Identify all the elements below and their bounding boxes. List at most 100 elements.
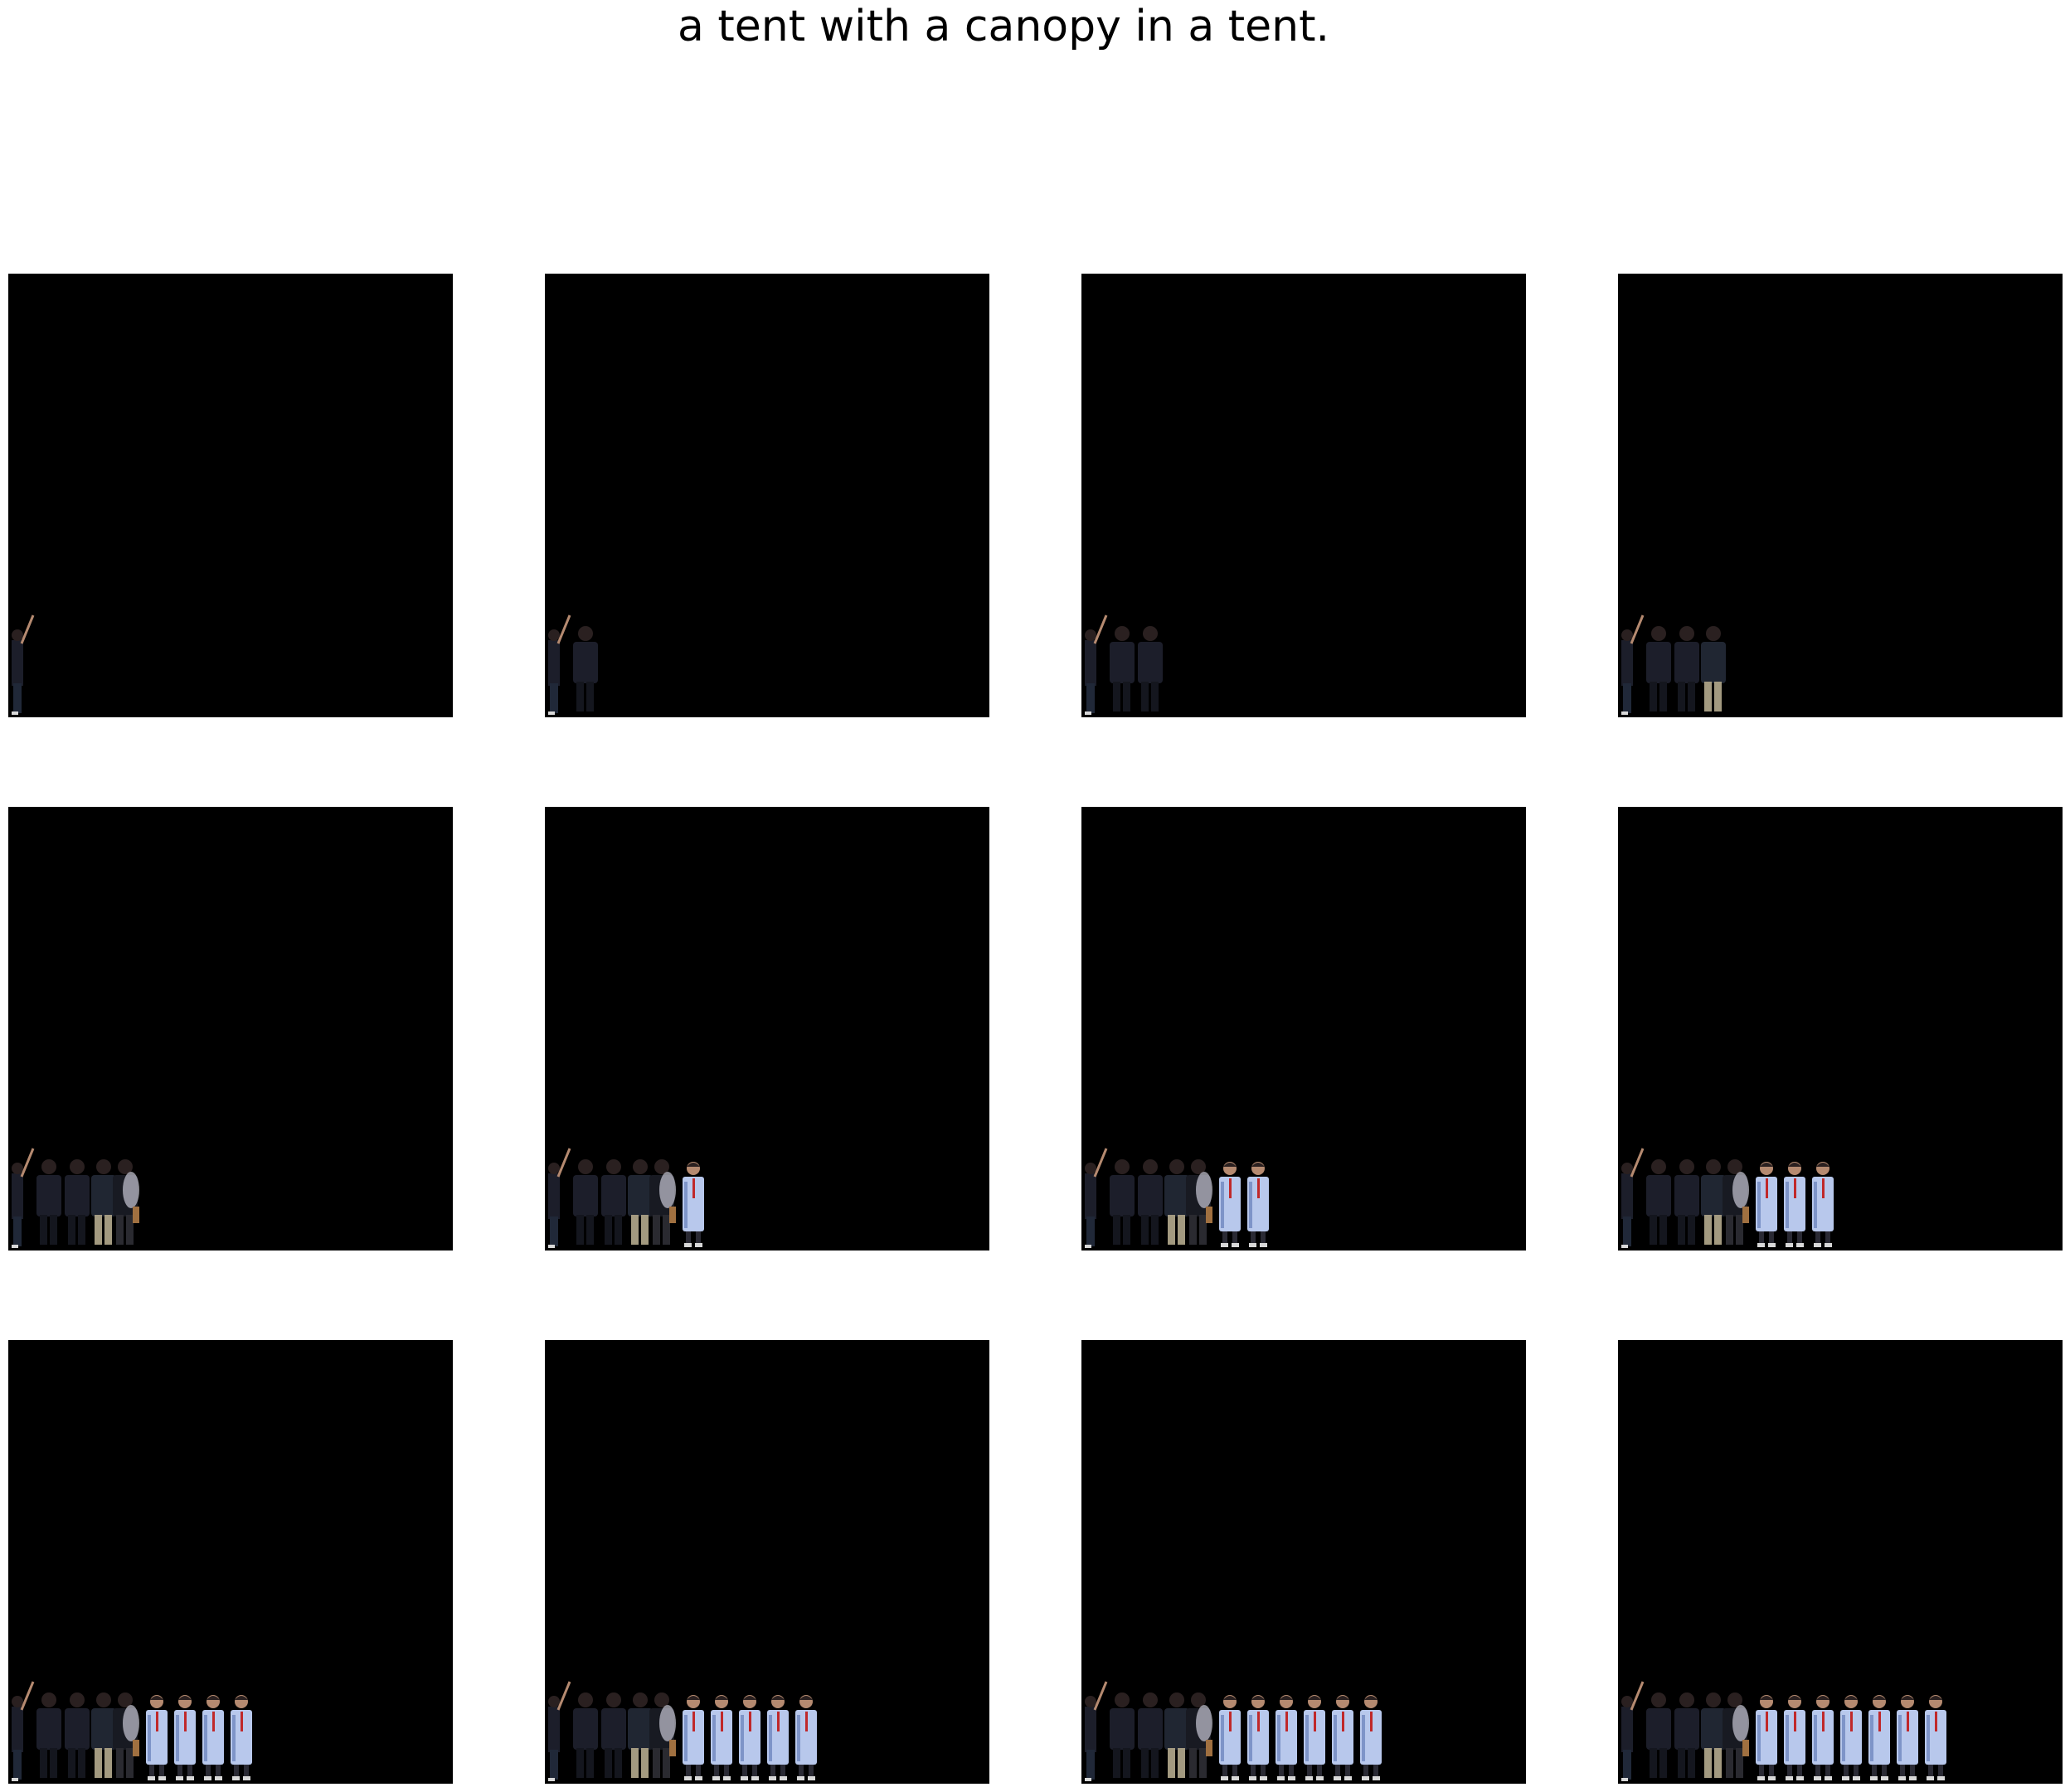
person-dark-raised (1085, 614, 1108, 715)
person-dark-raised (548, 614, 571, 715)
person-labcoat (1925, 1695, 1946, 1780)
person-labcoat (231, 1695, 252, 1780)
figure-title: a tent with a canopy in a tent. (677, 2, 1330, 51)
person-labcoat (683, 1162, 704, 1247)
frame-image (12, 1148, 139, 1248)
frame-6 (545, 807, 989, 1251)
frame-11 (1081, 1340, 1526, 1784)
frame-7 (1081, 807, 1526, 1251)
person-labcoat (1219, 1695, 1241, 1780)
person-labcoat (1868, 1695, 1890, 1780)
person-labcoat (1897, 1695, 1918, 1780)
person-labcoat (1247, 1695, 1269, 1780)
person-khaki (1164, 1692, 1189, 1778)
frame-8 (1618, 807, 2063, 1251)
frame-image (1085, 614, 1163, 715)
frame-image (12, 1681, 252, 1781)
frame-image (1085, 1681, 1382, 1781)
person-dark (1646, 1692, 1671, 1778)
person-dark (573, 1692, 598, 1778)
person-dark (1110, 1692, 1135, 1778)
person-mixed (113, 1159, 139, 1245)
person-labcoat (1784, 1695, 1805, 1780)
frame-4 (1618, 274, 2063, 717)
person-mixed (113, 1692, 139, 1778)
person-dark (1674, 1159, 1699, 1245)
person-labcoat (1276, 1695, 1297, 1780)
person-mixed (1186, 1159, 1212, 1245)
frame-image (548, 614, 598, 715)
person-dark-raised (1621, 1148, 1645, 1248)
person-khaki (628, 1159, 653, 1245)
frame-image (1621, 1681, 1946, 1781)
person-dark (65, 1692, 90, 1778)
person-dark-raised (1621, 614, 1645, 715)
person-labcoat (1756, 1162, 1777, 1247)
person-dark (1674, 1692, 1699, 1778)
person-labcoat (1756, 1695, 1777, 1780)
person-dark (1138, 1692, 1163, 1778)
person-dark (65, 1159, 90, 1245)
person-dark (1674, 626, 1699, 711)
person-khaki (1701, 1159, 1726, 1245)
person-dark (36, 1159, 61, 1245)
person-dark-raised (1085, 1681, 1108, 1781)
person-mixed (649, 1692, 676, 1778)
person-khaki (628, 1692, 653, 1778)
person-dark (573, 1159, 598, 1245)
person-mixed (649, 1159, 676, 1245)
person-dark (601, 1159, 626, 1245)
person-dark-raised (1085, 1148, 1108, 1248)
person-khaki (1701, 1692, 1726, 1778)
person-dark-raised (12, 1681, 35, 1781)
person-labcoat (1812, 1162, 1834, 1247)
person-labcoat (739, 1695, 760, 1780)
person-labcoat (683, 1695, 704, 1780)
person-labcoat (1784, 1162, 1805, 1247)
person-labcoat (1304, 1695, 1325, 1780)
person-labcoat (795, 1695, 817, 1780)
person-khaki (91, 1159, 116, 1245)
frame-image (12, 614, 35, 715)
person-dark-raised (12, 614, 35, 715)
person-khaki (1701, 626, 1726, 711)
person-mixed (1186, 1692, 1212, 1778)
person-labcoat (1219, 1162, 1241, 1247)
person-dark (36, 1692, 61, 1778)
frame-2 (545, 274, 989, 717)
frame-image (1621, 1148, 1834, 1248)
frame-image (1085, 1148, 1269, 1248)
person-dark-raised (1621, 1681, 1645, 1781)
person-labcoat (711, 1695, 732, 1780)
frame-3 (1081, 274, 1526, 717)
person-dark (1110, 1159, 1135, 1245)
person-labcoat (1332, 1695, 1353, 1780)
person-dark (573, 626, 598, 711)
person-labcoat (202, 1695, 224, 1780)
person-labcoat (1840, 1695, 1862, 1780)
frame-1 (8, 274, 453, 717)
person-dark (1110, 626, 1135, 711)
frame-9 (8, 1340, 453, 1784)
person-dark (601, 1692, 626, 1778)
person-khaki (91, 1692, 116, 1778)
person-dark-raised (548, 1681, 571, 1781)
frame-12 (1618, 1340, 2063, 1784)
person-labcoat (146, 1695, 168, 1780)
frame-image (548, 1148, 704, 1248)
person-dark (1646, 626, 1671, 711)
person-labcoat (1812, 1695, 1834, 1780)
person-khaki (1164, 1159, 1189, 1245)
person-dark (1646, 1159, 1671, 1245)
frame-5 (8, 807, 453, 1251)
person-mixed (1723, 1692, 1749, 1778)
person-dark (1138, 626, 1163, 711)
person-labcoat (1360, 1695, 1382, 1780)
person-labcoat (767, 1695, 789, 1780)
person-mixed (1723, 1159, 1749, 1245)
person-dark-raised (548, 1148, 571, 1248)
person-dark (1138, 1159, 1163, 1245)
frame-10 (545, 1340, 989, 1784)
person-labcoat (1247, 1162, 1269, 1247)
person-labcoat (174, 1695, 196, 1780)
